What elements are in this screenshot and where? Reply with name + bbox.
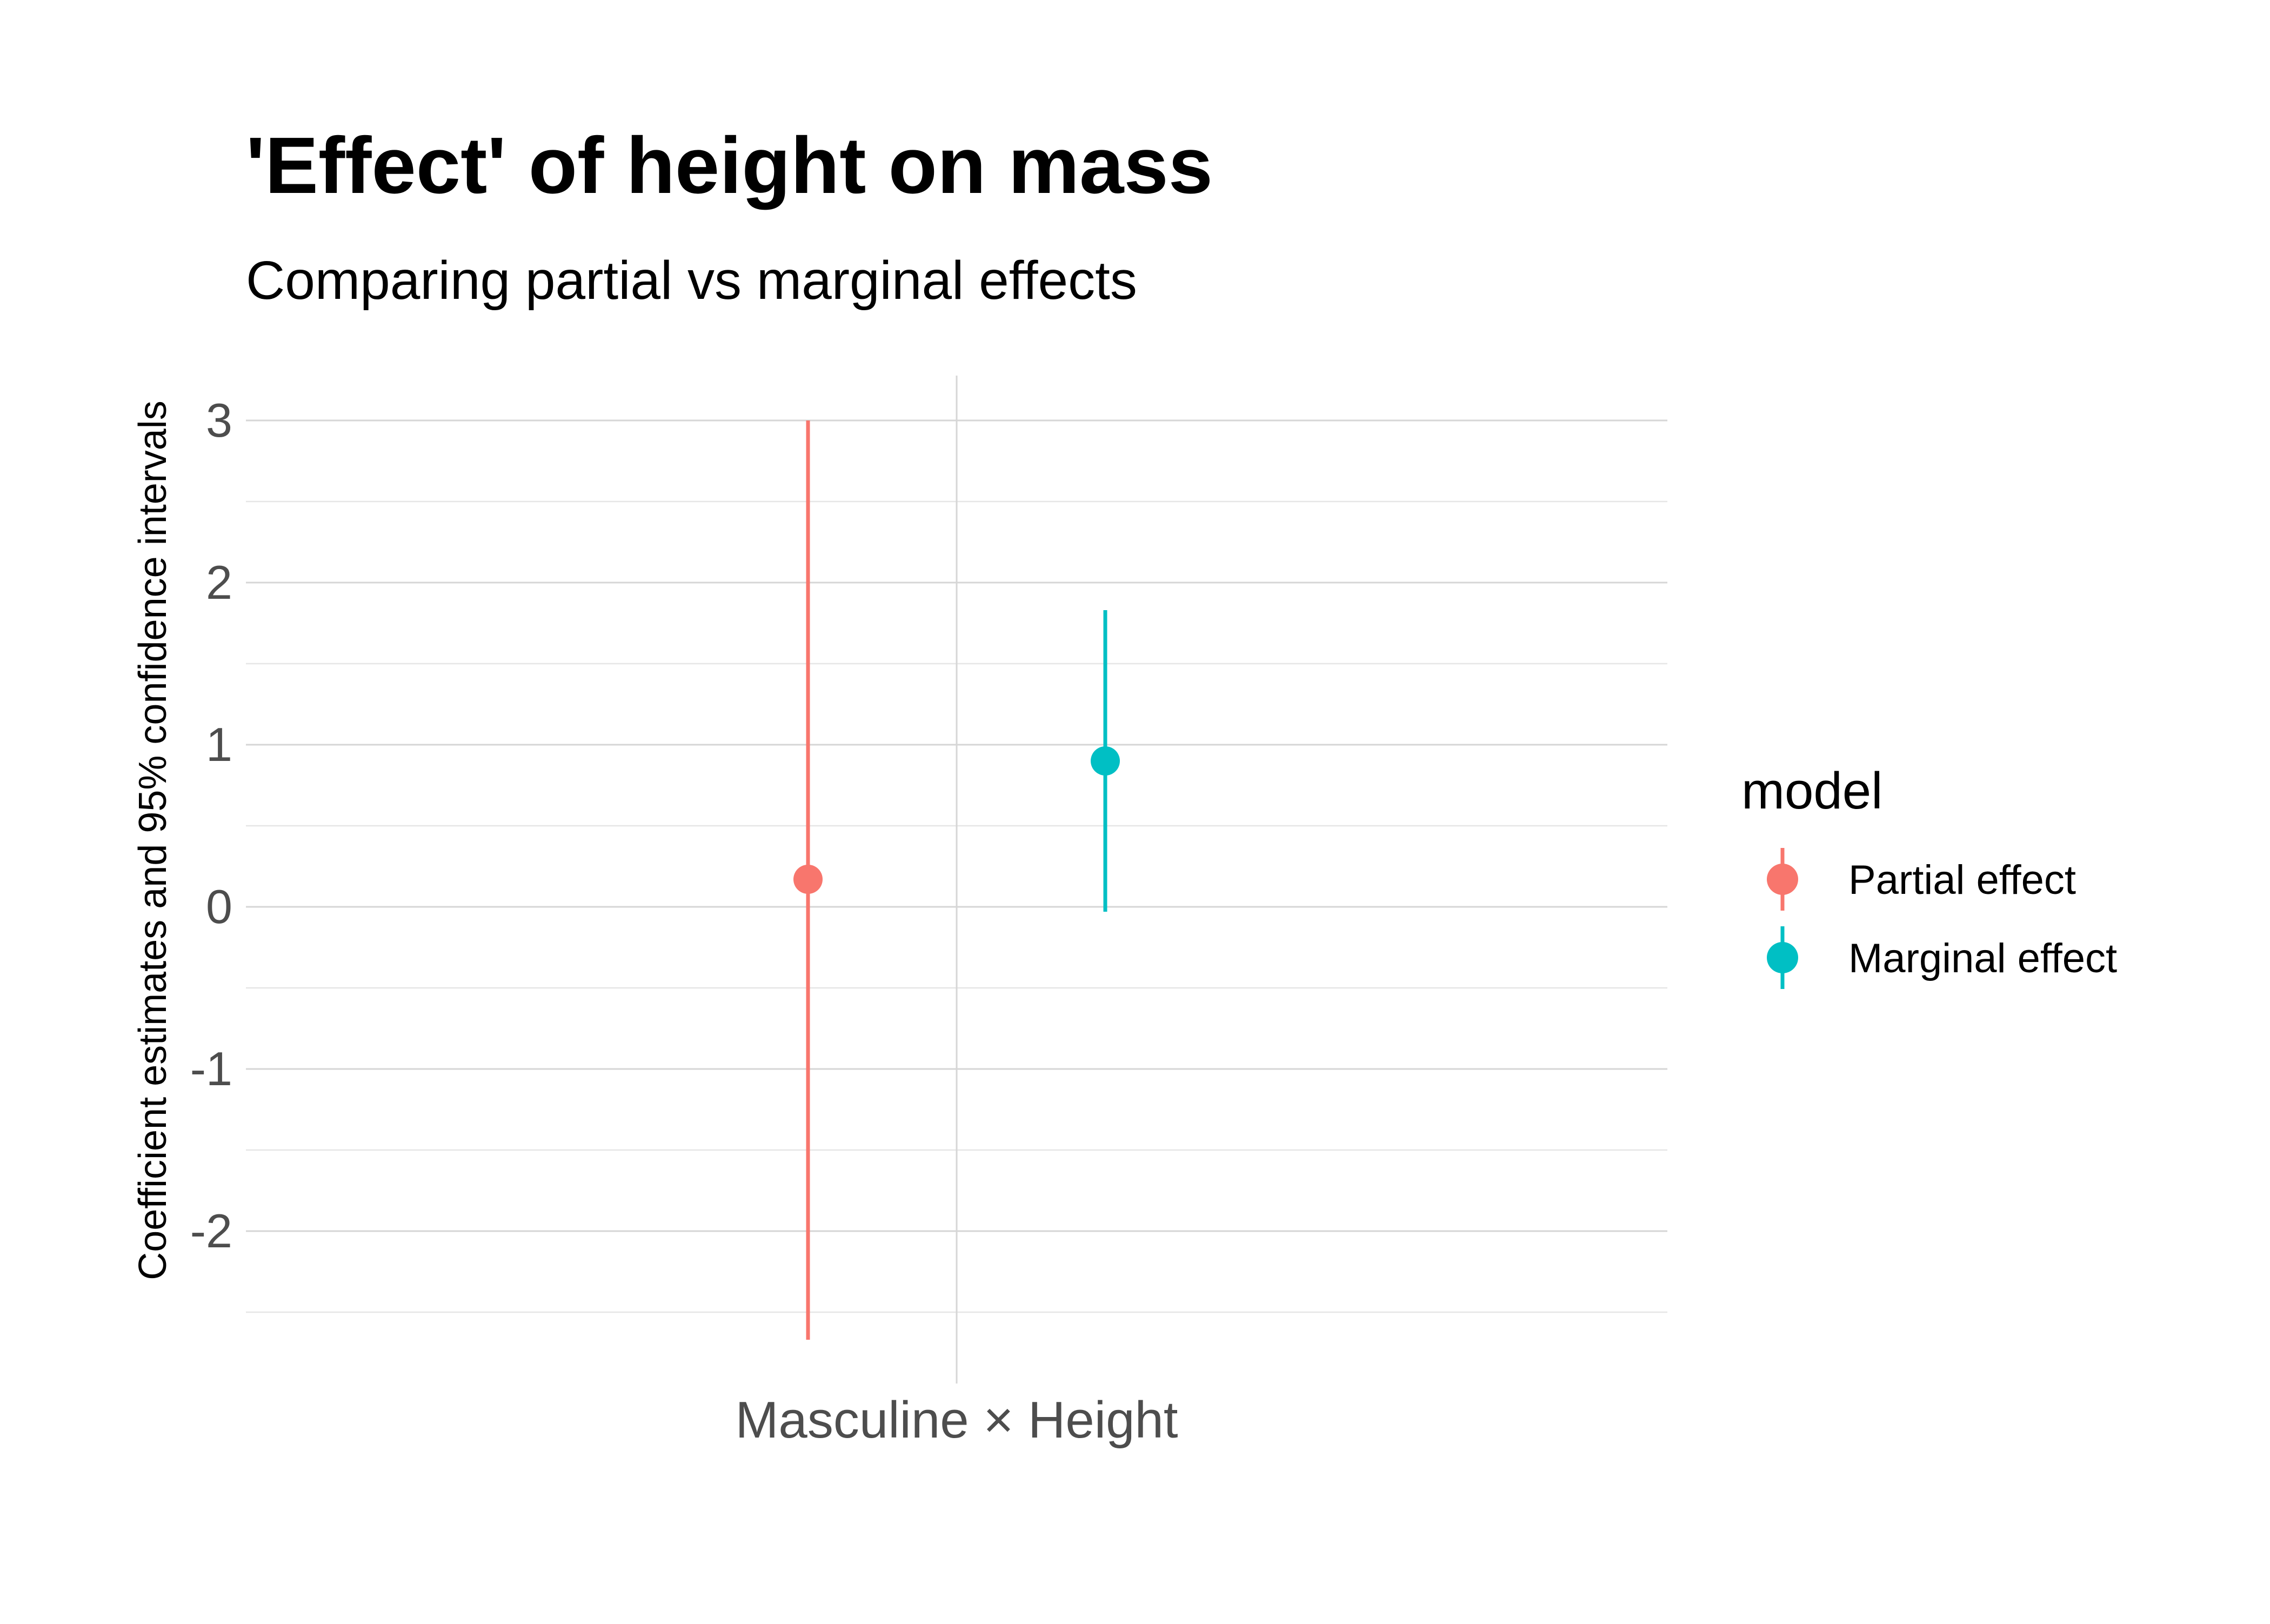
- series-layer: [793, 420, 1120, 1340]
- series-marginal-effect: [1091, 610, 1120, 912]
- legend-key: [1767, 848, 1798, 911]
- y-tick-label: 2: [206, 556, 232, 609]
- legend-title: model: [1741, 762, 1882, 820]
- estimate-point: [1091, 746, 1120, 776]
- y-axis-label: Coefficient estimates and 95% confidence…: [131, 400, 175, 1280]
- legend-label: Marginal effect: [1848, 935, 2117, 981]
- legend-label: Partial effect: [1848, 857, 2076, 903]
- y-tick-label: -2: [190, 1204, 232, 1258]
- legend: model Partial effect Marginal effect: [1741, 762, 2117, 989]
- series-partial-effect: [793, 420, 823, 1340]
- y-tick-label: 1: [206, 718, 232, 771]
- y-tick-label: -1: [190, 1042, 232, 1095]
- y-tick-label: 0: [206, 880, 232, 933]
- y-axis-ticks: 3 2 1 0 -1 -2: [190, 393, 232, 1258]
- chart-subtitle: Comparing partial vs marginal effects: [246, 250, 1137, 311]
- grid-layer: [246, 376, 1667, 1384]
- legend-key: [1767, 926, 1798, 989]
- y-tick-label: 3: [206, 393, 232, 447]
- x-tick-label: Masculine × Height: [735, 1391, 1178, 1449]
- x-axis-ticks: Masculine × Height: [735, 1391, 1178, 1449]
- legend-key-point: [1767, 864, 1798, 895]
- chart-title: 'Effect' of height on mass: [246, 121, 1213, 210]
- legend-key-point: [1767, 942, 1798, 973]
- estimate-point: [793, 865, 823, 894]
